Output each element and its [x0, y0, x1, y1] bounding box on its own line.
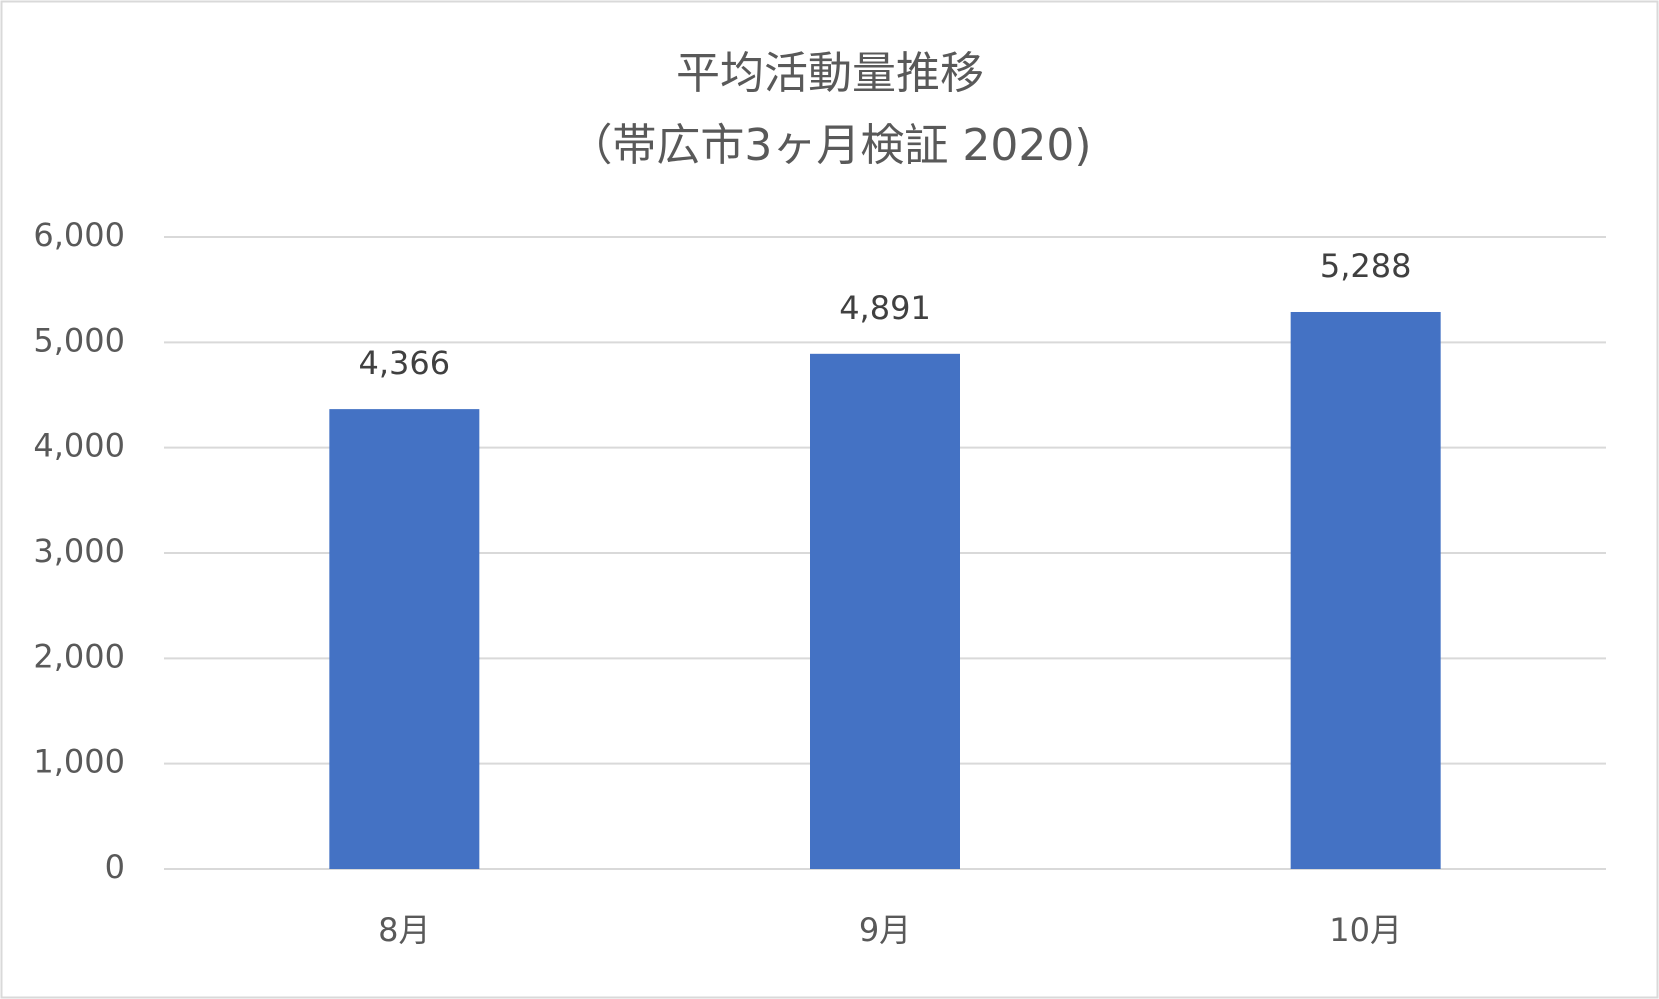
bar [810, 353, 960, 869]
x-tick-label: 8月 [378, 911, 430, 949]
data-label: 4,366 [359, 344, 451, 382]
data-label: 5,288 [1320, 247, 1412, 285]
y-tick-label: 1,000 [33, 743, 125, 781]
y-tick-label: 3,000 [33, 532, 125, 570]
x-tick-label: 10月 [1329, 911, 1402, 949]
bar [1290, 311, 1441, 870]
y-tick-label: 0 [105, 848, 125, 886]
data-label: 4,891 [839, 289, 931, 327]
y-tick-label: 4,000 [33, 427, 125, 465]
chart-subtitle: （帯広市3ヶ月検証 2020) [568, 120, 1091, 171]
bar [329, 409, 480, 869]
y-tick-label: 2,000 [33, 637, 125, 675]
y-tick-label: 6,000 [33, 216, 125, 254]
chart-title: 平均活動量推移 [676, 48, 984, 99]
x-tick-label: 9月 [859, 911, 911, 949]
y-tick-label: 5,000 [33, 321, 125, 359]
